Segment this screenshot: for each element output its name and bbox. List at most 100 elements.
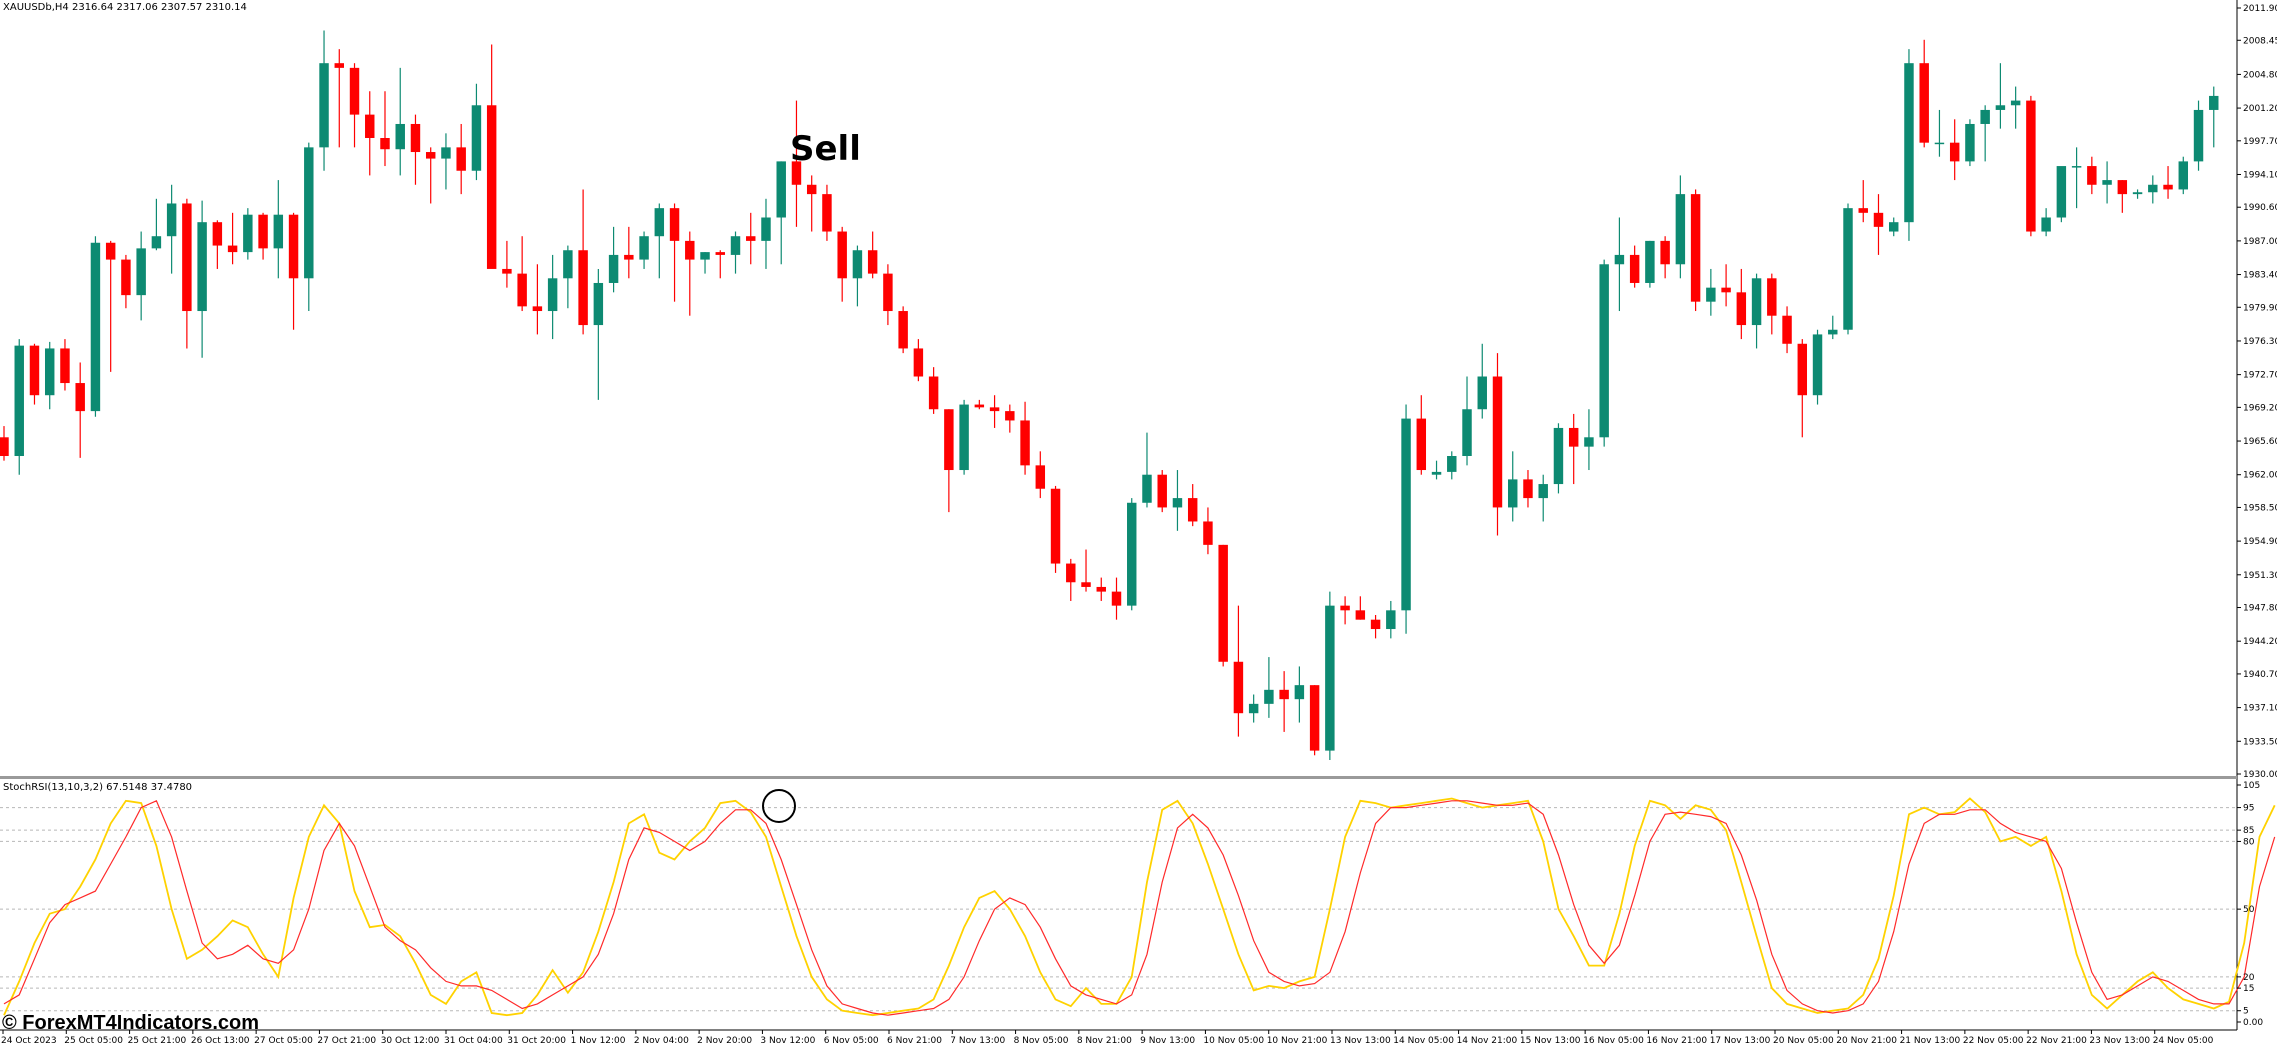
candle-body [1187,498,1198,522]
time-tick-label: 16 Nov 05:00 [1583,1036,1644,1046]
time-tick-label: 10 Nov 21:00 [1267,1036,1328,1046]
candle-body [2056,166,2067,218]
time-tick-label: 6 Nov 05:00 [824,1036,879,1046]
price-tick-label: 1997.70 [2243,137,2277,147]
candle-body [532,306,543,312]
candle-body [456,147,466,171]
candle-body [2148,184,2158,193]
indicator-tick-label: 50 [2243,905,2255,915]
indicator-tick-label: 15 [2243,984,2254,994]
candle-body [2209,95,2219,110]
candle-body [1721,287,1731,293]
candle-body [90,242,101,412]
candle-body [913,348,924,377]
candle-body [791,161,802,185]
indicator-tick-label: 95 [2243,804,2254,814]
candle-body [1294,685,1305,700]
candle-body [1081,582,1091,587]
time-tick-label: 21 Nov 13:00 [1900,1036,1961,1046]
candle-body [44,348,55,396]
candle-body [2041,217,2051,232]
candle-body [2193,109,2204,162]
price-tick-label: 1965.60 [2243,437,2277,447]
candle-body [243,214,253,253]
panel-separator [0,776,2237,779]
symbol-info-label: XAUUSDb,H4 2316.64 2317.06 2307.57 2310.… [3,2,247,13]
time-tick-label: 20 Nov 05:00 [1773,1036,1834,1046]
candle-body [593,282,604,326]
price-tick-label: 1990.60 [2243,203,2277,213]
candle-body [136,248,146,296]
candle-body [1767,278,1777,316]
price-tick-label: 1983.40 [2243,271,2277,281]
candle-body [928,376,939,410]
candle-body [1111,591,1122,606]
watermark: © ForexMT4Indicators.com [2,1012,260,1034]
candle-body [410,123,421,153]
candle-body [1614,254,1625,265]
price-tick-label: 1969.20 [2243,403,2277,413]
candle-body [822,194,832,232]
time-tick-label: 27 Oct 05:00 [254,1036,313,1046]
candle-body [1172,498,1183,508]
candle-body [1751,278,1762,326]
candle-body [1035,465,1046,489]
candle-body [486,105,497,269]
candle-body [959,404,969,471]
candle-body [1736,292,1747,326]
candle-body [746,236,756,241]
time-tick-label: 25 Oct 21:00 [128,1036,187,1046]
candle-body [1980,109,1990,124]
stochrsi-k-line [3,797,2276,1017]
price-tick-label: 1937.10 [2243,704,2277,714]
candle-body [29,345,40,396]
candle-body [1782,315,1792,344]
candle-body [395,123,405,150]
candle-body [1203,521,1213,545]
candle-body [1934,142,1945,145]
candle-body [1447,456,1457,472]
candle-body [1020,420,1030,466]
candle-body [1675,194,1686,265]
time-tick-label: 17 Nov 13:00 [1710,1036,1771,1046]
candle-body [2026,100,2036,232]
price-tick-label: 1954.90 [2243,537,2277,547]
candle-body [1523,479,1533,499]
chart-frame [0,0,2238,1031]
candle-body [624,254,634,260]
price-tick-label: 1987.00 [2243,237,2277,247]
candle-body [1066,563,1076,583]
candle-body [1568,427,1579,447]
time-tick-label: 2 Nov 04:00 [634,1036,689,1046]
price-axis: 2011.90 2008.45 2004.80 2001.20 1997.70 1994.… [2237,4,2277,1028]
candle-body [883,273,893,312]
indicator-tick-label: 85 [2243,826,2254,836]
price-tick-label: 1994.10 [2243,170,2277,180]
candle-body [380,138,390,150]
price-tick-label: 1962.00 [2243,471,2277,481]
candle-body [2087,166,2097,185]
candle-body [2102,180,2112,185]
candle-body [1142,474,1152,503]
candle-body [837,231,847,279]
candle-body [730,236,741,255]
candle-body [425,152,436,159]
candle-body [654,208,665,237]
price-tick-label: 1933.50 [2243,737,2277,747]
candle-body [1965,123,1975,162]
candle-body [1401,418,1411,611]
candle-body [441,147,451,159]
candle-body [197,222,207,312]
candle-body [517,273,527,307]
candle-body [1538,484,1548,499]
candle-body [1889,222,1899,232]
time-tick-label: 27 Oct 21:00 [317,1036,376,1046]
candle-body [1843,208,1853,330]
time-tick-label: 31 Oct 04:00 [444,1036,503,1046]
candle-body [1645,240,1655,283]
candle-body [1690,194,1701,302]
price-tick-label: 1947.80 [2243,604,2277,614]
candle-body [1873,212,1884,227]
time-tick-label: 24 Nov 05:00 [2153,1036,2214,1046]
